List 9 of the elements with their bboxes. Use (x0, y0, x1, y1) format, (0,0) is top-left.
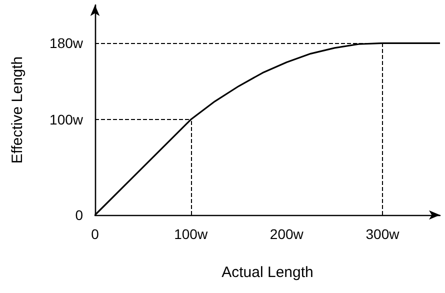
x-axis-title: Actual Length (222, 264, 314, 281)
y-tick-label: 180w (50, 35, 84, 52)
y-tick-label: 0 (75, 207, 84, 223)
x-tick-label: 300w (366, 226, 400, 242)
y-tick-label: 100w (50, 112, 84, 128)
x-tick-label: 200w (270, 226, 304, 242)
x-tick-label: 100w (174, 226, 208, 242)
x-tick-label: 0 (91, 226, 100, 242)
y-axis-title: Effective Length (9, 56, 26, 164)
